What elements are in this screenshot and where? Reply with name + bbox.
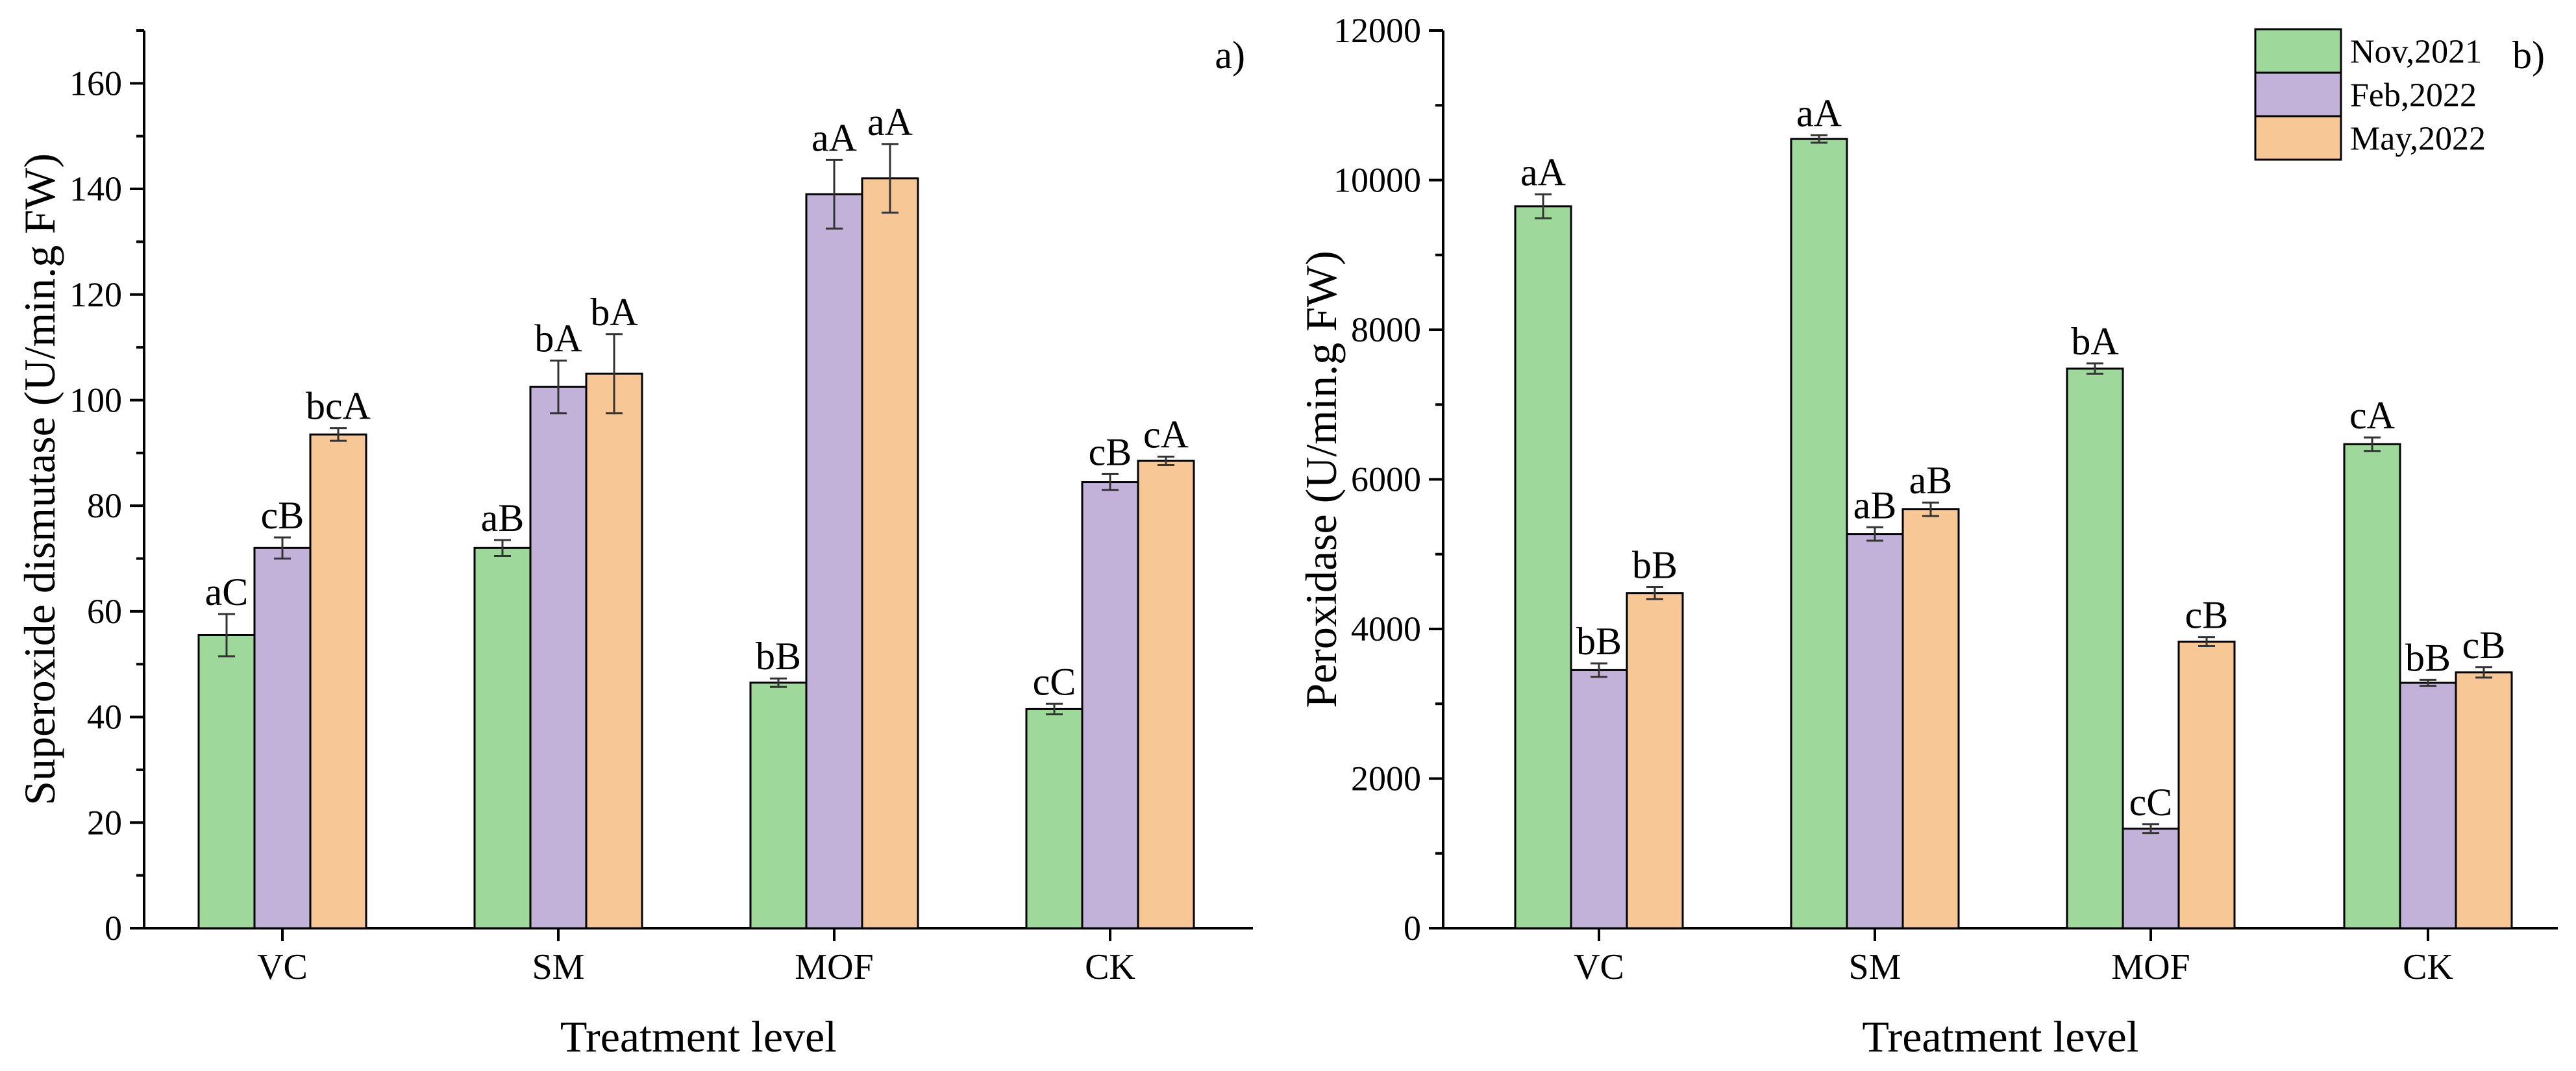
y-axis-title: Superoxide dismutase (U/min.g FW) <box>15 153 64 806</box>
significance-label: aA <box>811 116 857 159</box>
panel-label: b) <box>2512 34 2545 77</box>
y-tick-label: 10000 <box>1333 161 1421 200</box>
bar <box>1626 592 1684 929</box>
bar <box>1137 460 1195 929</box>
bar <box>2455 671 2513 929</box>
y-tick-label: 120 <box>69 275 122 314</box>
y-tick-label: 8000 <box>1351 310 1421 349</box>
x-tick-label: MOF <box>2111 947 2190 987</box>
significance-label: bcA <box>306 385 371 428</box>
x-tick-label: SM <box>532 947 585 987</box>
significance-label: cB <box>1089 430 1132 473</box>
x-tick-label: CK <box>1085 947 1135 987</box>
legend-label: May,2022 <box>2350 121 2486 158</box>
bar <box>1570 669 1628 929</box>
legend-label: Feb,2022 <box>2350 77 2477 114</box>
bar <box>861 177 919 929</box>
significance-label: aA <box>867 101 913 143</box>
bar <box>309 433 367 929</box>
panel-b: 0 2000 4000 6000 8000 10000 12000 VC SM MOF CK aA aA… <box>1296 11 2558 1061</box>
legend-swatch <box>2254 28 2342 74</box>
x-tick-label: SM <box>1849 947 1901 987</box>
significance-label: aB <box>1909 459 1953 502</box>
legend-swatch <box>2254 115 2342 161</box>
y-tick-label: 6000 <box>1351 460 1421 499</box>
significance-label: cC <box>2129 781 2173 824</box>
bar <box>2343 443 2401 929</box>
panel-a: 0 20 40 60 80 100 120 140 160 VC SM MOF CK aC aB bB cC cB… <box>15 29 1253 1061</box>
significance-label: bA <box>2071 320 2118 363</box>
significance-label: aB <box>1853 484 1897 526</box>
significance-label: aB <box>481 497 525 539</box>
y-tick-label: 40 <box>87 698 122 737</box>
bar <box>1790 138 1848 929</box>
legend: Nov,2021 Feb,2022 May,2022 <box>2254 28 2486 161</box>
bar <box>805 193 863 929</box>
legend-label: Nov,2021 <box>2350 34 2482 71</box>
significance-label: bB <box>1632 543 1678 586</box>
significance-label: bB <box>2405 636 2451 679</box>
significance-label: bA <box>590 291 638 334</box>
significance-label: cC <box>1033 660 1076 703</box>
y-tick-label: 20 <box>87 803 122 842</box>
y-tick-label: 140 <box>69 169 122 208</box>
bar <box>585 373 643 929</box>
bar <box>253 547 312 929</box>
bar <box>1025 708 1084 929</box>
significance-label: cA <box>2349 394 2395 437</box>
bar <box>1901 508 1960 929</box>
panel-label: a) <box>1215 34 1245 77</box>
bar <box>529 386 588 929</box>
bar <box>1846 533 1904 929</box>
significance-label: bB <box>756 635 801 678</box>
significance-label: cB <box>2185 594 2229 637</box>
y-tick-label: 12000 <box>1333 11 1421 50</box>
y-axis-title: Peroxidase (U/min.g FW) <box>1296 251 1346 708</box>
bar <box>1514 205 1572 929</box>
y-tick-label: 100 <box>69 380 122 419</box>
y-tick-label: 160 <box>69 64 122 103</box>
y-tick-label: 0 <box>1404 909 1421 948</box>
y-tick-label: 0 <box>105 909 122 948</box>
bar <box>2066 367 2124 929</box>
x-axis-title: Treatment level <box>1862 1012 2138 1061</box>
significance-label: bA <box>534 317 582 360</box>
x-tick-label: CK <box>2403 947 2453 987</box>
bar <box>749 682 808 929</box>
significance-label: cB <box>261 494 304 537</box>
y-tick-label: 60 <box>87 592 122 631</box>
significance-label: cA <box>1143 413 1189 456</box>
legend-swatch <box>2254 71 2342 117</box>
significance-label: aA <box>1520 151 1566 193</box>
x-tick-label: VC <box>1574 947 1624 987</box>
bar <box>2177 641 2236 929</box>
significance-label: bB <box>1576 620 1622 663</box>
bar <box>473 547 532 929</box>
x-axis-title: Treatment level <box>560 1012 837 1061</box>
y-tick-label: 80 <box>87 486 122 525</box>
y-tick-label: 4000 <box>1351 609 1421 648</box>
bar <box>2399 682 2457 929</box>
x-tick-label: MOF <box>795 947 873 987</box>
bar <box>197 634 256 929</box>
significance-label: aA <box>1796 92 1842 134</box>
bar <box>1081 481 1139 929</box>
x-tick-label: VC <box>257 947 308 987</box>
significance-label: cB <box>2462 624 2506 667</box>
significance-label: aC <box>205 571 249 613</box>
bar <box>2122 828 2180 929</box>
y-tick-label: 2000 <box>1351 759 1421 798</box>
